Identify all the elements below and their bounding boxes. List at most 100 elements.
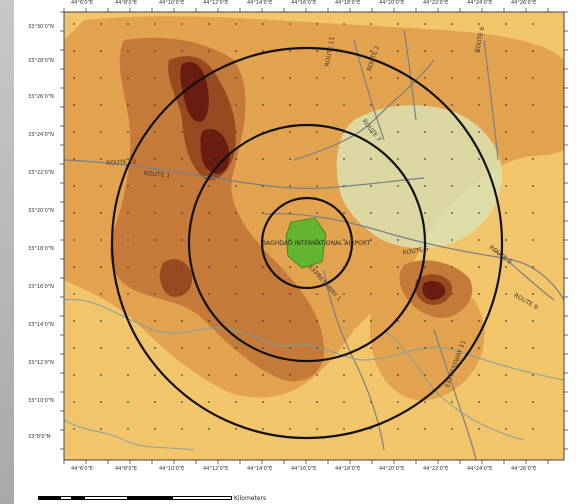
graticule-dot [343, 77, 345, 79]
graticule-dot [154, 158, 156, 160]
airport-polygon [285, 217, 327, 269]
graticule-dot [532, 131, 534, 133]
bottom-tick: 44°26'0"E [511, 466, 537, 472]
map-frame: 44°6'0"E 44°8'0"E 44°10'0"E 44°12'0"E 44… [24, 0, 574, 492]
graticule-dot [262, 320, 264, 322]
bottom-tick: 44°12'0"E [203, 466, 229, 472]
contour-darkest-1 [180, 61, 209, 122]
left-tick: 33°14'0"N [28, 322, 54, 328]
graticule-dot [343, 104, 345, 106]
graticule-dot [343, 185, 345, 187]
graticule-dot [451, 77, 453, 79]
graticule-dot [424, 428, 426, 430]
graticule-dot [154, 131, 156, 133]
graticule-dot [127, 320, 129, 322]
graticule-dot [262, 212, 264, 214]
graticule-dot [235, 347, 237, 349]
top-tick: 44°10'0"E [159, 0, 185, 6]
graticule-dot [424, 23, 426, 25]
bottom-tick: 44°14'0"E [247, 466, 273, 472]
graticule-dot [397, 77, 399, 79]
graticule-dot [235, 131, 237, 133]
graticule-dot [397, 347, 399, 349]
graticule-dot [478, 374, 480, 376]
graticule-dot [424, 104, 426, 106]
graticule-dot [451, 374, 453, 376]
graticule-dot [208, 158, 210, 160]
graticule-dot [451, 23, 453, 25]
graticule-dot [262, 266, 264, 268]
graticule-dot [505, 401, 507, 403]
graticule-dot [505, 158, 507, 160]
graticule-dot [316, 104, 318, 106]
scale-unit-label: Kilometers [234, 494, 267, 502]
graticule-dot [343, 320, 345, 322]
graticule-dot [343, 50, 345, 52]
graticule-dot [208, 293, 210, 295]
graticule-dot [316, 158, 318, 160]
graticule-dot [289, 401, 291, 403]
graticule-dot [100, 266, 102, 268]
graticule-dot [73, 266, 75, 268]
graticule-dot [73, 347, 75, 349]
graticule-dot [154, 266, 156, 268]
graticule-dot [505, 428, 507, 430]
graticule-dot [181, 428, 183, 430]
left-tick: 33°16'0"N [28, 284, 54, 290]
graticule-dot [424, 239, 426, 241]
graticule-dot [235, 428, 237, 430]
graticule-dot [532, 23, 534, 25]
graticule-dot [235, 104, 237, 106]
graticule-dot [424, 374, 426, 376]
graticule-dot [127, 374, 129, 376]
graticule-dot [154, 320, 156, 322]
graticule-dot [208, 185, 210, 187]
scale-seg [172, 496, 232, 500]
graticule-dot [343, 131, 345, 133]
graticule-dot [397, 131, 399, 133]
graticule-dot [451, 239, 453, 241]
graticule-dot [73, 50, 75, 52]
graticule-dot [289, 320, 291, 322]
top-tick: 44°18'0"E [335, 0, 361, 6]
graticule-dot [154, 104, 156, 106]
graticule-dot [532, 266, 534, 268]
graticule-dot [181, 158, 183, 160]
graticule-dot [370, 131, 372, 133]
graticule-dot [316, 374, 318, 376]
graticule-dot [181, 347, 183, 349]
bottom-tick: 44°16'0"E [291, 466, 317, 472]
graticule-dot [262, 239, 264, 241]
graticule-dot [235, 77, 237, 79]
scale-seg [128, 496, 172, 500]
graticule-dot [73, 77, 75, 79]
graticule-dot [505, 185, 507, 187]
graticule-dot [154, 50, 156, 52]
graticule-dot [397, 212, 399, 214]
graticule-dot [208, 212, 210, 214]
graticule-dot [370, 374, 372, 376]
graticule-dot [100, 104, 102, 106]
graticule-dot [532, 374, 534, 376]
contour-darkest-3 [422, 280, 446, 300]
scale-seg [72, 496, 84, 500]
graticule-dot [397, 185, 399, 187]
top-tick: 44°16'0"E [291, 0, 317, 6]
graticule-dot [343, 158, 345, 160]
graticule-dot [316, 23, 318, 25]
graticule-dot [478, 320, 480, 322]
left-tick: 33°20'0"N [28, 208, 54, 214]
graticule-dot [424, 212, 426, 214]
airport-label: BAGHDAD INTERNATIONAL AIRPORT [262, 240, 371, 247]
graticule-dot [73, 320, 75, 322]
graticule-dot [451, 266, 453, 268]
graticule-dot [154, 239, 156, 241]
graticule-dot [289, 50, 291, 52]
graticule-dot [397, 266, 399, 268]
graticule-dot [73, 428, 75, 430]
scale-seg [60, 496, 72, 500]
graticule-dot [478, 131, 480, 133]
graticule-dot [478, 212, 480, 214]
graticule-dot [289, 158, 291, 160]
left-tick: 33°26'0"N [28, 94, 54, 100]
